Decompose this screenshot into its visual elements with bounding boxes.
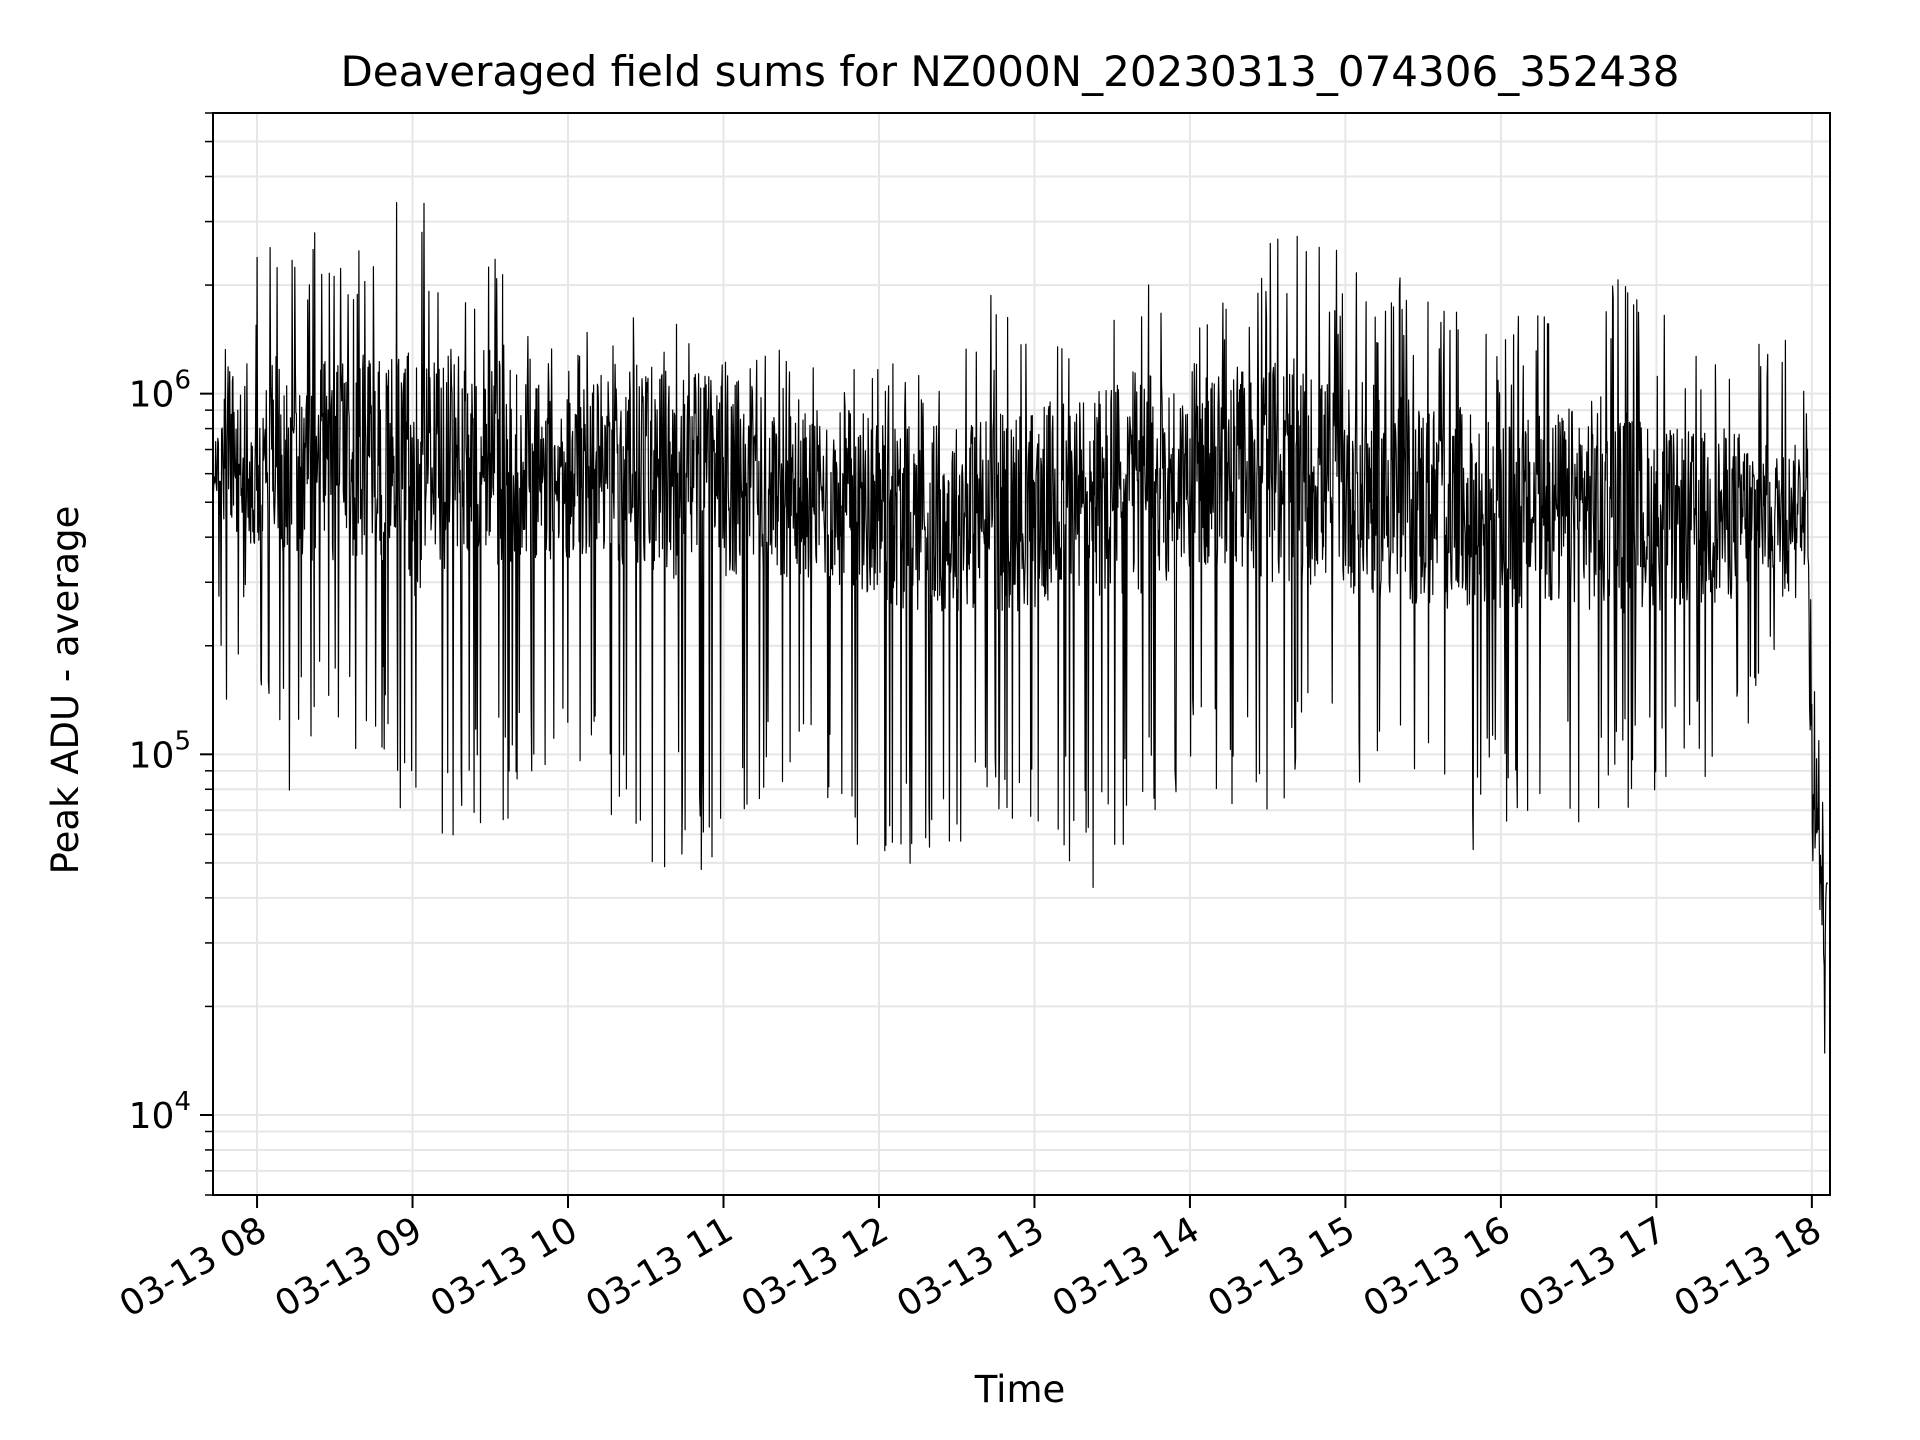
- chart-title: Deaveraged field sums for NZ000N_2023031…: [340, 47, 1679, 96]
- axes-frame: [212, 112, 1831, 1196]
- y-tick-label: 106: [129, 366, 191, 416]
- plot-area: [212, 202, 1828, 1054]
- y-tick-label: 104: [129, 1087, 191, 1137]
- y-tick-label: 105: [129, 726, 191, 776]
- x-axis-label: Time: [974, 1368, 1066, 1411]
- y-axis: 104 105 106: [129, 112, 213, 1196]
- series-line: [212, 202, 1828, 1054]
- y-axis-label: Peak ADU - average: [44, 506, 87, 875]
